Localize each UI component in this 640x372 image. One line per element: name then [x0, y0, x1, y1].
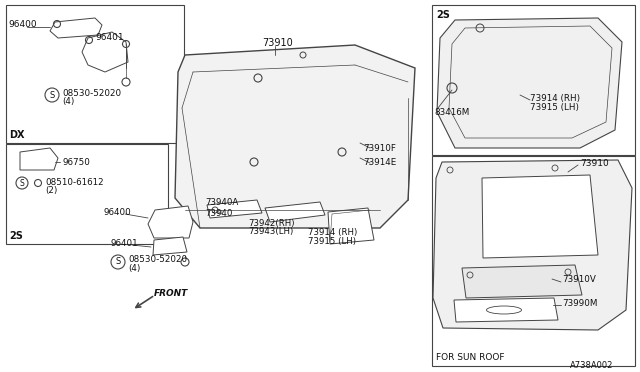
- Text: 73915 (LH): 73915 (LH): [530, 103, 579, 112]
- Polygon shape: [20, 148, 58, 170]
- Text: (4): (4): [128, 263, 140, 273]
- Text: 73914E: 73914E: [363, 157, 396, 167]
- Text: 73914 (RH): 73914 (RH): [308, 228, 357, 237]
- Text: S: S: [115, 257, 120, 266]
- Text: 73914 (RH): 73914 (RH): [530, 93, 580, 103]
- Text: 73910F: 73910F: [363, 144, 396, 153]
- Text: 96401: 96401: [95, 32, 124, 42]
- Text: 2S: 2S: [9, 231, 23, 241]
- Text: 08530-52020: 08530-52020: [62, 89, 121, 97]
- Polygon shape: [328, 208, 374, 244]
- Text: 73940: 73940: [205, 208, 232, 218]
- Text: 08510-61612: 08510-61612: [45, 177, 104, 186]
- Polygon shape: [50, 18, 102, 38]
- Text: 83416M: 83416M: [434, 108, 469, 116]
- Polygon shape: [207, 200, 262, 218]
- Text: A738A002: A738A002: [570, 360, 613, 369]
- Text: (4): (4): [62, 96, 74, 106]
- Text: S: S: [49, 90, 54, 99]
- Text: FOR SUN ROOF: FOR SUN ROOF: [436, 353, 504, 362]
- Text: 96400: 96400: [103, 208, 131, 217]
- Polygon shape: [153, 237, 187, 255]
- Bar: [6, 5, 184, 143]
- Text: 96401: 96401: [110, 240, 138, 248]
- Polygon shape: [433, 160, 632, 330]
- Text: FRONT: FRONT: [154, 289, 188, 298]
- Text: 08530-52020: 08530-52020: [128, 256, 187, 264]
- Text: (2): (2): [45, 186, 58, 195]
- Text: 73910: 73910: [580, 158, 609, 167]
- Bar: [6, 144, 168, 244]
- Polygon shape: [265, 202, 325, 222]
- Polygon shape: [148, 206, 193, 238]
- Text: 96750: 96750: [62, 157, 90, 167]
- Text: 73943(LH): 73943(LH): [248, 227, 293, 235]
- Polygon shape: [462, 265, 582, 298]
- Text: 73910: 73910: [262, 38, 292, 48]
- Text: 96400: 96400: [8, 19, 36, 29]
- Bar: [432, 156, 635, 366]
- Text: 73940A: 73940A: [205, 198, 238, 206]
- Bar: [432, 5, 635, 155]
- Text: 73910V: 73910V: [562, 276, 596, 285]
- Polygon shape: [482, 175, 598, 258]
- Text: DX: DX: [9, 130, 24, 140]
- Text: 2S: 2S: [436, 10, 450, 20]
- Polygon shape: [82, 32, 128, 72]
- Text: 73915 (LH): 73915 (LH): [308, 237, 356, 246]
- Text: S: S: [20, 179, 24, 187]
- Text: 73990M: 73990M: [562, 298, 597, 308]
- Polygon shape: [454, 298, 558, 322]
- Polygon shape: [437, 18, 622, 148]
- Polygon shape: [175, 45, 415, 228]
- Text: 73942(RH): 73942(RH): [248, 218, 294, 228]
